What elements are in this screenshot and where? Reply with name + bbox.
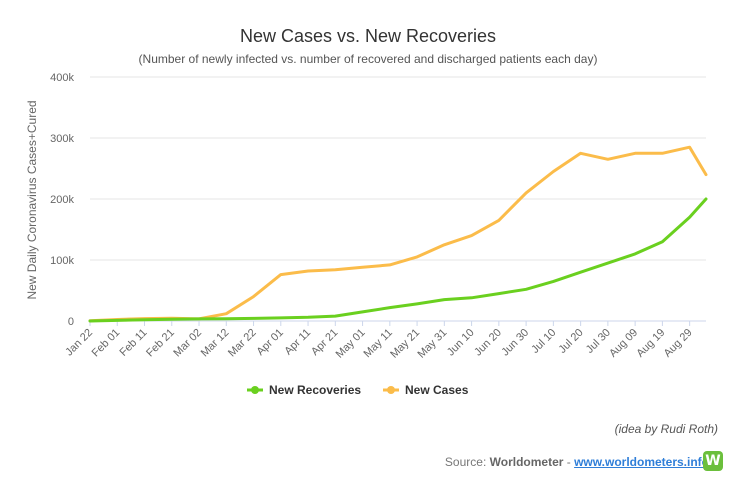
grid-layer (90, 76, 706, 322)
legend-item-new-recoveries[interactable]: New Recoveries (247, 383, 361, 397)
series-line-new-recoveries[interactable] (88, 197, 708, 323)
x-tick-label: Jul 20 (556, 327, 585, 356)
x-tick-label: Feb 01 (90, 327, 123, 360)
worldometer-logo-icon: W (703, 451, 723, 471)
source-separator: - (563, 455, 575, 469)
x-tick-label: Jun 30 (499, 327, 531, 359)
x-tick-label: May 01 (334, 327, 368, 361)
y-axis-title: New Daily Coronavirus Cases+Cured (25, 100, 39, 299)
source-link[interactable]: www.worldometers.info (574, 455, 709, 469)
y-tick-label: 100k (50, 255, 74, 267)
x-tick-label: Apr 01 (255, 327, 286, 358)
legend-item-new-cases[interactable]: New Cases (383, 383, 469, 397)
legend-marker (387, 386, 395, 394)
x-tick-label: Jun 20 (472, 327, 504, 359)
x-tick-label: Aug 09 (607, 327, 640, 360)
x-tick-label: Jun 10 (445, 327, 477, 359)
chart-title: New Cases vs. New Recoveries (240, 26, 496, 46)
x-tick-label: Aug 19 (634, 327, 667, 360)
source-brand: Worldometer (489, 455, 564, 469)
x-tick-label: Aug 29 (662, 327, 695, 360)
legend-marker (251, 386, 259, 394)
x-tick-label: Feb 21 (144, 327, 177, 360)
y-tick-label: 0 (68, 316, 74, 328)
legend-label: New Cases (405, 383, 469, 397)
y-tick-label: 200k (50, 194, 74, 206)
x-tick-label: Jan 22 (63, 327, 95, 359)
y-tick-label: 300k (50, 133, 74, 145)
x-tick-label: Mar 12 (199, 327, 232, 360)
y-axis-ticks: 0 100k 200k 300k 400k (50, 72, 74, 328)
x-tick-label: May 21 (388, 327, 422, 361)
x-tick-label: Mar 22 (226, 327, 259, 360)
credit-note: (idea by Rudi Roth) (614, 422, 718, 436)
source-prefix: Source: (444, 455, 490, 469)
chart-subtitle: (Number of newly infected vs. number of … (139, 52, 598, 66)
x-tick-label: Apr 11 (282, 327, 313, 358)
x-tick-label: Mar 02 (171, 327, 204, 360)
x-tick-label: May 31 (415, 327, 449, 361)
legend-label: New Recoveries (269, 383, 361, 397)
x-tick-label: Feb 11 (118, 327, 150, 359)
series-layer (88, 145, 708, 323)
source-credit: Source: Worldometer - www.worldometers.i… (445, 455, 709, 469)
series-line-new-cases[interactable] (88, 145, 708, 323)
x-tick-label: Jul 10 (529, 327, 558, 356)
y-tick-label: 400k (50, 72, 74, 84)
legend: New Recoveries New Cases (247, 383, 469, 397)
